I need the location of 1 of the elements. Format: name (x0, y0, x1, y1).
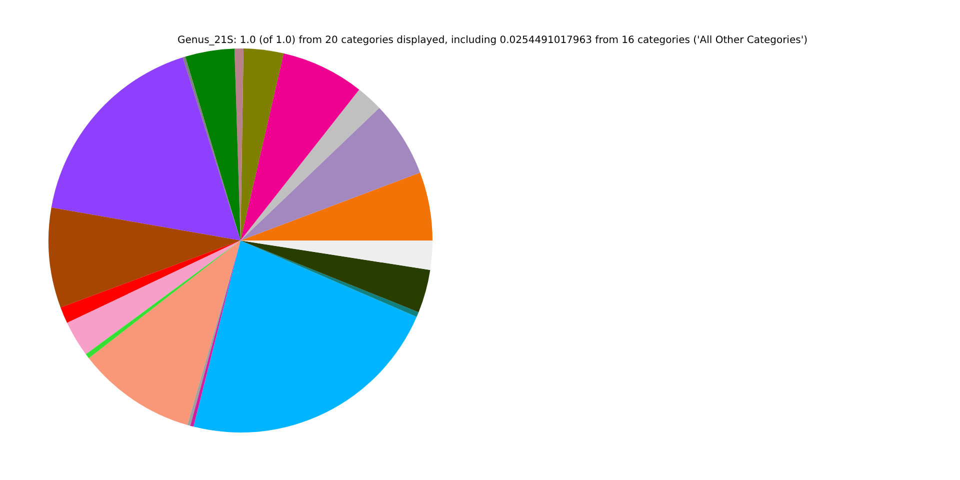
text: Genus_21S: 1.0 (of 1.0) from 20 categories displayed, including 0.0254491017963 from 16 categories ('All Other Categories') (178, 35, 808, 46)
